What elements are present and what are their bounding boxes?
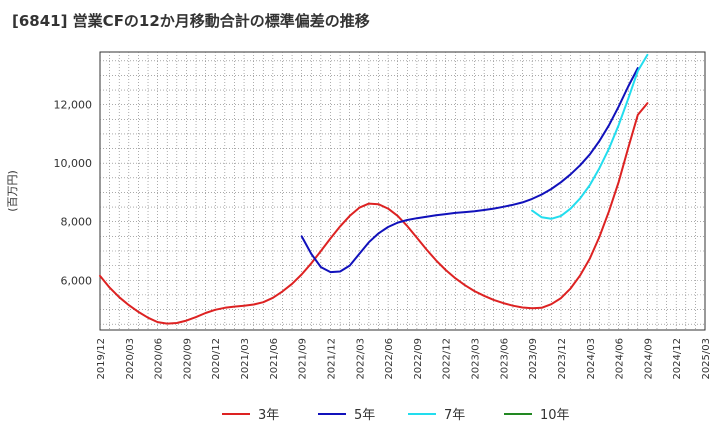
legend-label: 10年 [540,408,570,423]
series-lines [99,53,649,325]
y-axis-label: (百万円) [6,170,19,212]
x-tick-label: 2023/09 [528,338,539,380]
grid-lines [100,52,705,330]
y-axis-ticks: 6,000 8,000 10,000 12,000 [54,99,93,288]
plot-area [99,51,706,331]
y-tick-label: 6,000 [61,274,93,287]
x-tick-label: 2024/09 [643,338,654,380]
x-tick-label: 2020/03 [125,338,136,380]
legend-label: 7年 [444,408,465,423]
y-tick-label: 10,000 [54,157,93,170]
x-tick-label: 2024/03 [586,338,597,380]
x-tick-label: 2022/03 [355,338,366,380]
x-tick-label: 2023/12 [557,338,568,380]
legend-label: 5年 [354,408,375,423]
legend-label: 3年 [258,408,279,423]
x-tick-label: 2022/09 [413,338,424,380]
x-tick-label: 2024/12 [672,338,683,380]
x-tick-label: 2024/06 [615,338,626,380]
legend: 3年 5年 7年 10年 [222,408,570,423]
x-tick-label: 2022/06 [384,338,395,380]
x-tick-label: 2021/03 [240,338,251,380]
x-tick-label: 2022/12 [442,338,453,380]
x-tick-label: 2021/09 [298,338,309,380]
series-line-3年 [99,102,649,325]
series-line-7年 [531,53,649,220]
y-tick-label: 8,000 [61,216,93,229]
x-tick-label: 2025/03 [701,338,712,380]
x-axis-ticks: 2019/12 2020/03 2020/06 2020/09 2020/12 2021/… [96,338,712,380]
chart-title: [6841] 営業CFの12か月移動合計の標準偏差の推移 [12,12,370,30]
x-tick-label: 2021/06 [269,338,280,380]
x-tick-label: 2023/06 [499,338,510,380]
x-tick-label: 2020/12 [211,338,222,380]
x-tick-label: 2023/03 [471,338,482,380]
y-tick-label: 12,000 [54,99,93,112]
x-tick-label: 2019/12 [96,338,107,380]
x-tick-label: 2020/06 [154,338,165,380]
x-tick-label: 2020/09 [182,338,193,380]
series-line-5年 [300,67,639,274]
x-tick-label: 2021/12 [326,338,337,380]
